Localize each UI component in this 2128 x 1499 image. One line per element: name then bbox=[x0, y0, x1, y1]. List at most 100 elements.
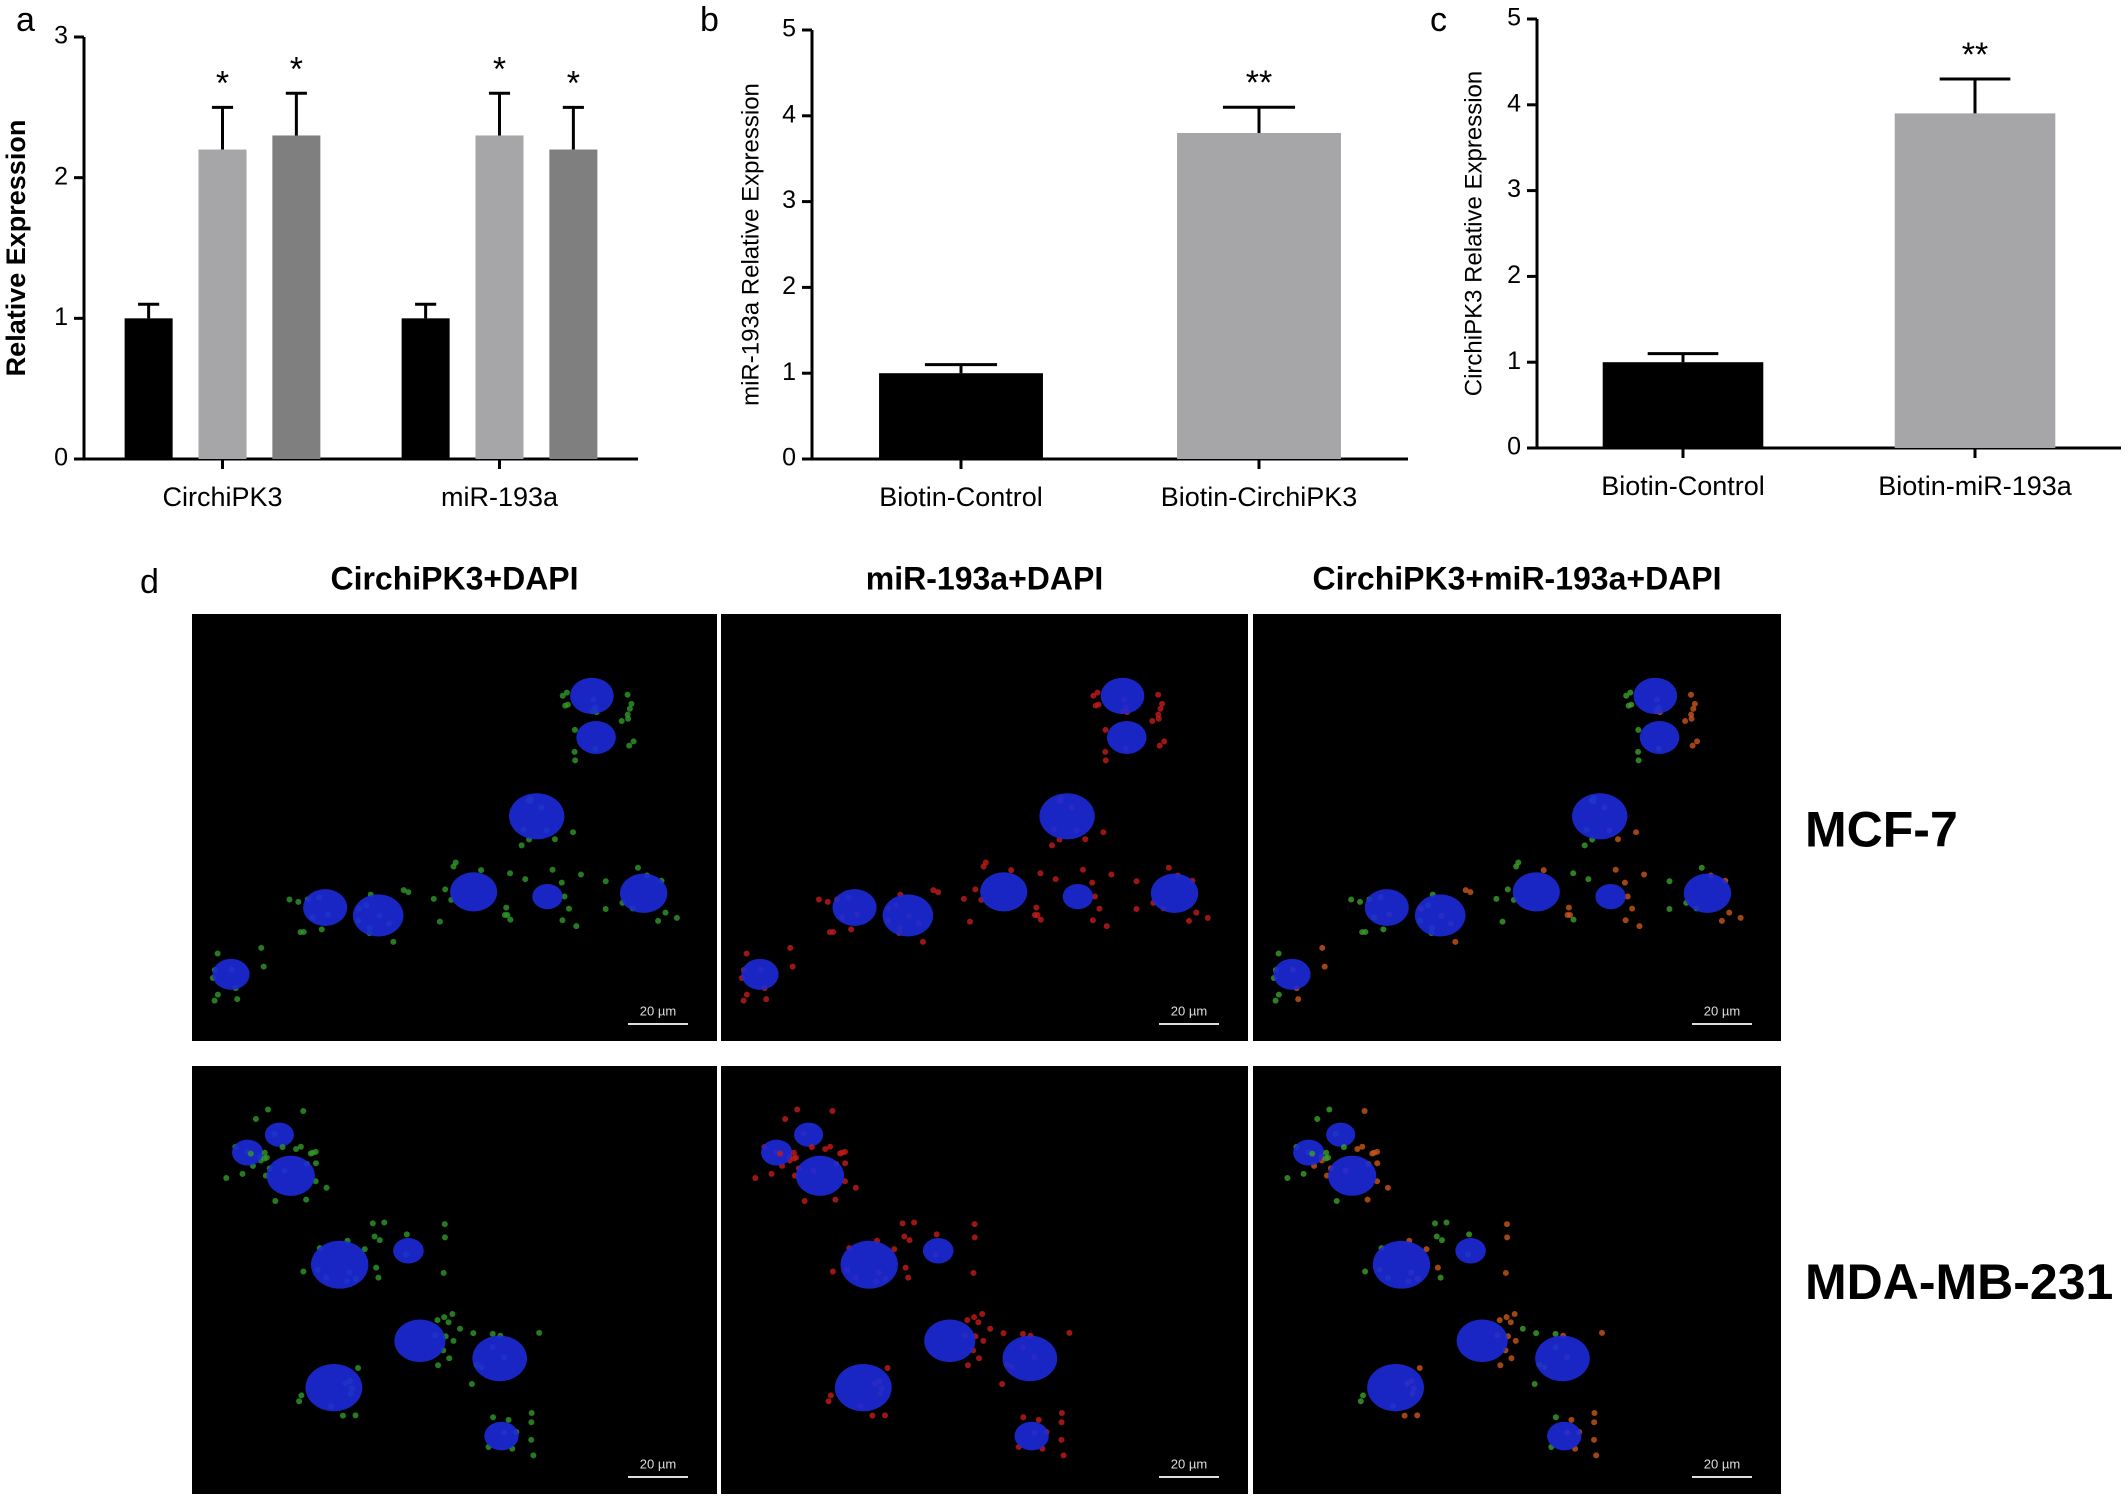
y-tick-label: 2 bbox=[54, 162, 68, 190]
signal-dot bbox=[261, 1149, 268, 1156]
signal-dot bbox=[1416, 1364, 1423, 1371]
signal-dot bbox=[1666, 906, 1673, 913]
y-axis-title: miR-193a Relative Expression bbox=[737, 83, 764, 406]
signal-dot bbox=[1614, 836, 1621, 843]
signal-dot bbox=[307, 1150, 314, 1157]
signal-dot bbox=[450, 1337, 457, 1344]
signal-dot bbox=[1591, 1409, 1598, 1416]
error-bar bbox=[138, 302, 160, 319]
signal-dot bbox=[1102, 748, 1109, 755]
signal-dot bbox=[980, 1337, 987, 1344]
nucleus bbox=[761, 1139, 793, 1166]
signal-dot bbox=[1091, 893, 1098, 900]
signal-dot bbox=[1635, 748, 1642, 755]
y-tick-label: 3 bbox=[1507, 175, 1521, 203]
signal-dot bbox=[808, 1144, 815, 1151]
signal-dot bbox=[884, 1364, 891, 1371]
signal-dot bbox=[1103, 923, 1110, 930]
signal-dot bbox=[252, 1115, 259, 1122]
signal-dot bbox=[1204, 914, 1211, 921]
signal-dot bbox=[1082, 836, 1089, 843]
signal-dot bbox=[296, 1398, 303, 1405]
signal-dot bbox=[1694, 738, 1701, 745]
signal-dot bbox=[919, 938, 926, 945]
signal-dot bbox=[827, 1392, 834, 1399]
signal-dot bbox=[1591, 1436, 1598, 1443]
signal-dot bbox=[825, 1398, 832, 1405]
signal-dot bbox=[507, 870, 514, 877]
signal-dot bbox=[561, 893, 568, 900]
signal-dot bbox=[1380, 926, 1387, 933]
bar bbox=[198, 149, 247, 460]
signal-dot bbox=[441, 1234, 448, 1241]
signal-dot bbox=[740, 997, 747, 1004]
signal-dot bbox=[824, 898, 831, 905]
signal-dot bbox=[434, 1317, 441, 1324]
signal-dot bbox=[211, 997, 218, 1004]
signal-dot bbox=[975, 1319, 982, 1326]
nucleus bbox=[231, 1139, 264, 1166]
nucleus bbox=[576, 720, 616, 754]
error-bar bbox=[488, 91, 511, 136]
signal-dot bbox=[673, 914, 680, 921]
signal-dot bbox=[960, 895, 967, 902]
y-tick-label: 3 bbox=[54, 22, 68, 50]
nucleus bbox=[1106, 720, 1147, 754]
nucleus bbox=[1328, 1155, 1377, 1196]
signal-dot bbox=[1019, 1330, 1026, 1337]
signal-dot bbox=[440, 1269, 447, 1276]
signal-dot bbox=[971, 1221, 978, 1228]
signal-dot bbox=[286, 896, 293, 903]
signal-dot bbox=[400, 887, 407, 894]
signal-dot bbox=[260, 963, 267, 970]
signal-dot bbox=[449, 1310, 456, 1317]
nucleus bbox=[882, 894, 934, 937]
nucleus bbox=[1547, 1421, 1582, 1451]
signal-dot bbox=[830, 928, 837, 935]
nucleus bbox=[619, 873, 668, 914]
signal-dot bbox=[1157, 705, 1164, 712]
signal-dot bbox=[763, 996, 770, 1003]
signal-dot bbox=[1155, 691, 1162, 698]
signal-dot bbox=[1008, 867, 1015, 874]
signal-dot bbox=[1726, 909, 1733, 916]
signal-dot bbox=[293, 1145, 300, 1152]
signal-dot bbox=[1340, 1144, 1347, 1151]
signal-dot bbox=[1636, 923, 1643, 930]
y-tick-label: 3 bbox=[782, 186, 796, 214]
nucleus bbox=[1535, 1335, 1590, 1382]
signal-dot bbox=[571, 748, 578, 755]
signal-dot bbox=[1300, 1170, 1307, 1177]
signal-dot bbox=[624, 691, 631, 698]
signal-dot bbox=[1718, 917, 1725, 924]
signal-dot bbox=[373, 1264, 380, 1271]
signal-dot bbox=[1102, 757, 1109, 764]
x-tick-label: miR-193a bbox=[441, 482, 559, 512]
signal-dot bbox=[536, 1329, 543, 1336]
signal-dot bbox=[1503, 1221, 1510, 1228]
signal-dot bbox=[970, 1269, 977, 1276]
signal-dot bbox=[298, 1392, 305, 1399]
signal-dot bbox=[1156, 742, 1163, 749]
signal-dot bbox=[822, 1145, 829, 1152]
signal-dot bbox=[815, 896, 822, 903]
signal-dot bbox=[265, 1106, 272, 1113]
signal-dot bbox=[930, 887, 937, 894]
signal-dot bbox=[441, 1314, 448, 1321]
signal-dot bbox=[829, 1107, 836, 1114]
significance: * bbox=[216, 64, 229, 102]
signal-dot bbox=[528, 1419, 535, 1426]
nucleus bbox=[1633, 677, 1678, 715]
x-tick-label: Biotin-Control bbox=[1601, 471, 1765, 501]
signal-dot bbox=[1058, 1419, 1065, 1426]
signal-dot bbox=[1466, 1231, 1473, 1238]
signal-dot bbox=[1185, 917, 1192, 924]
nucleus bbox=[484, 1421, 519, 1451]
error-bar bbox=[415, 302, 437, 319]
panel-label: c bbox=[1430, 1, 1447, 39]
y-tick-label: 0 bbox=[54, 444, 68, 472]
nucleus bbox=[1002, 1335, 1058, 1382]
signal-dot bbox=[551, 836, 558, 843]
signal-dot bbox=[791, 1149, 798, 1156]
signal-dot bbox=[381, 1219, 388, 1226]
